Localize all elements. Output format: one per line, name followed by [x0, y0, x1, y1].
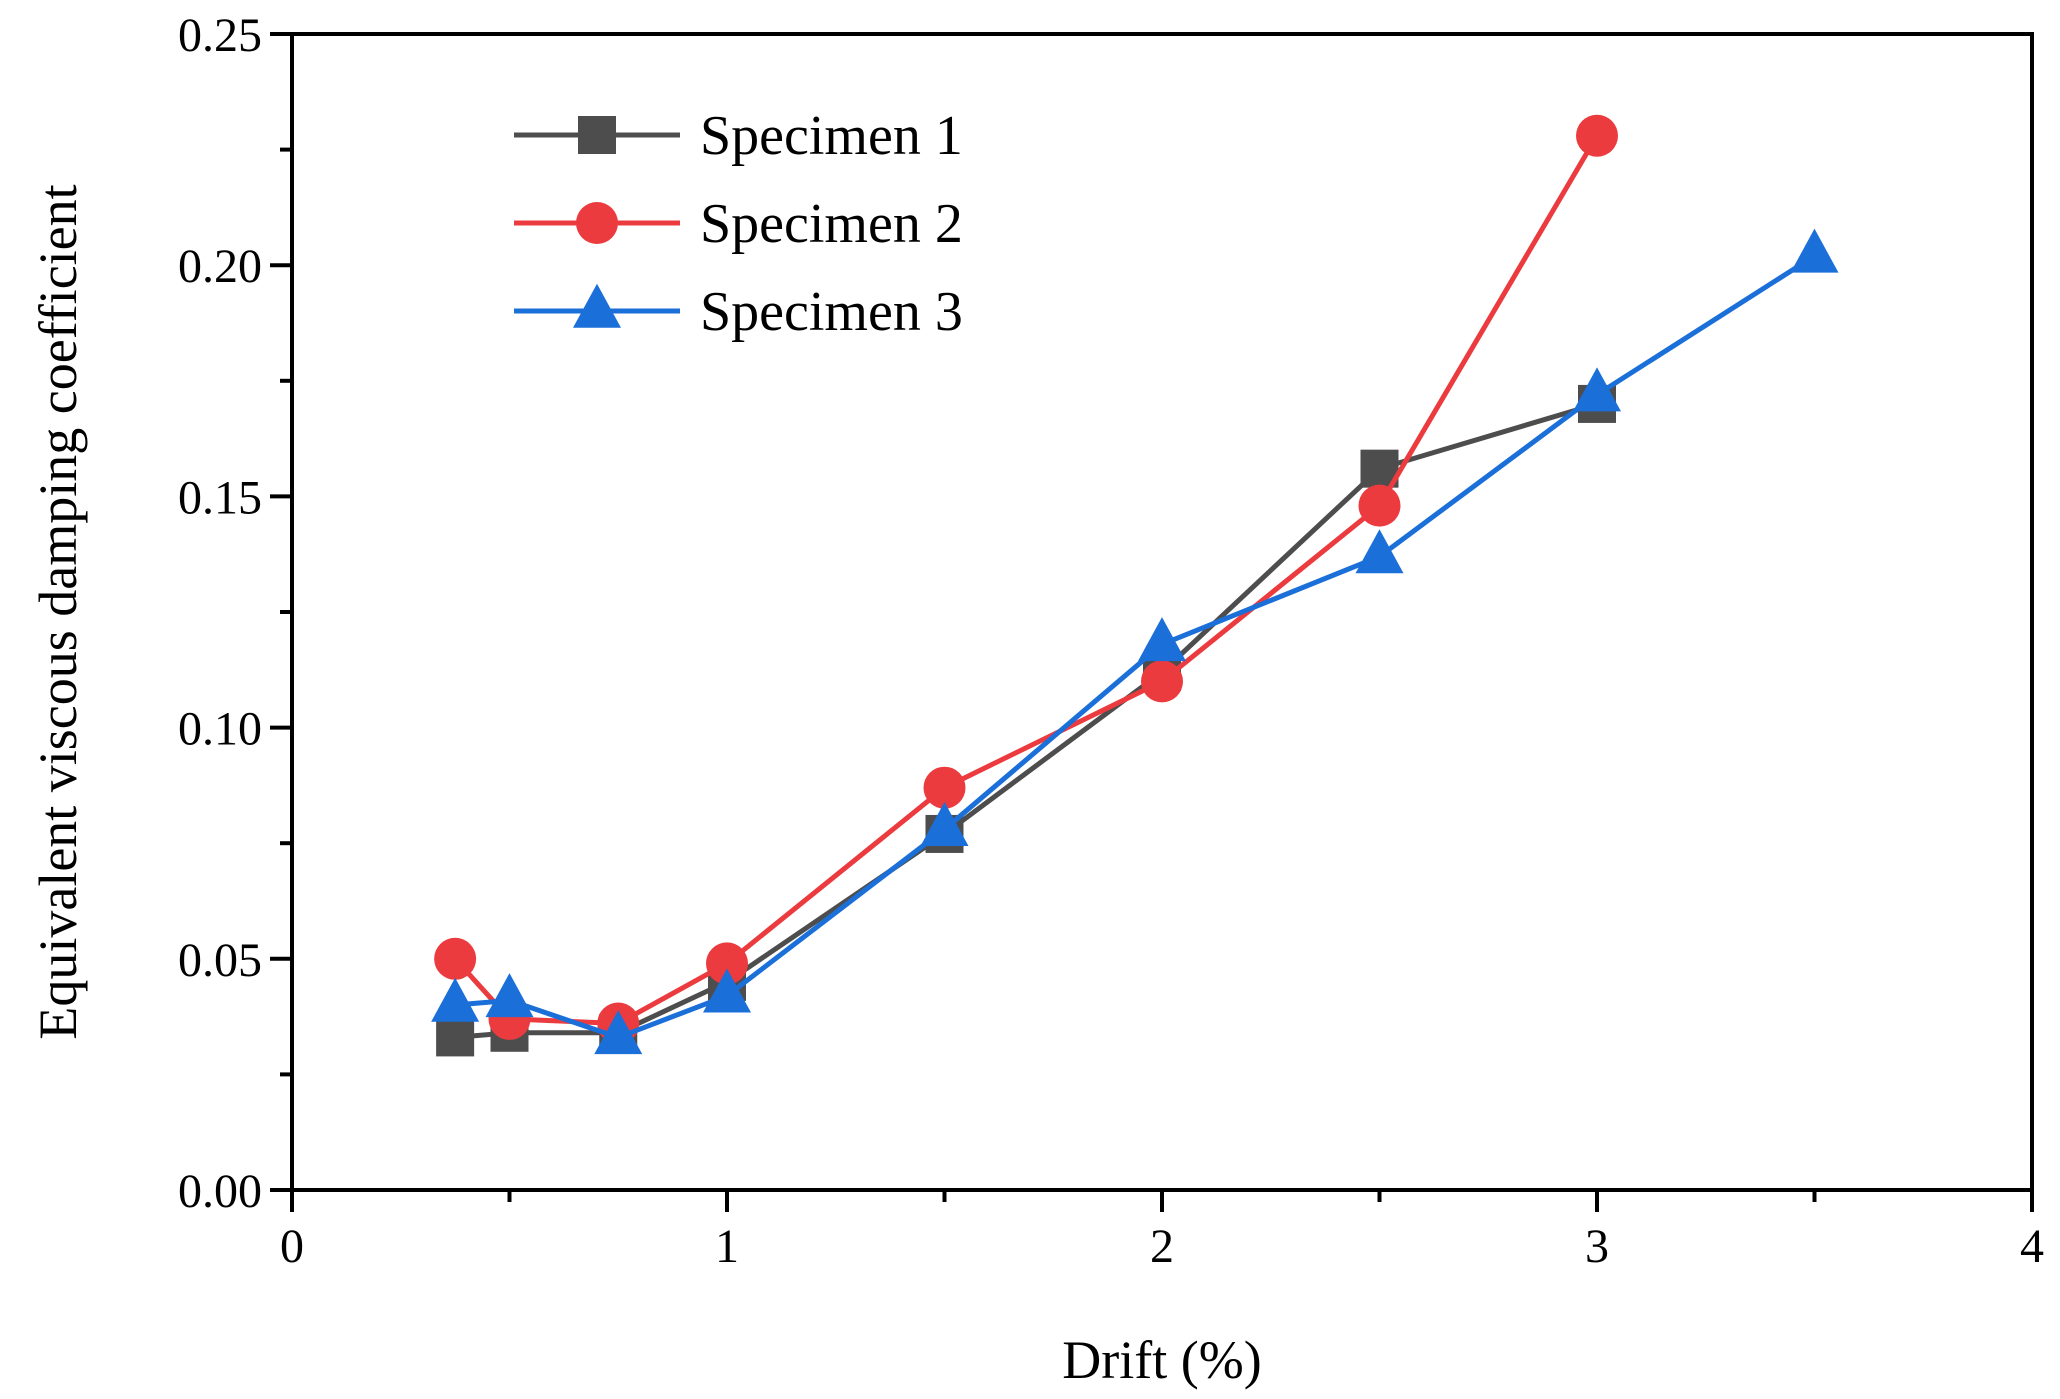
data-point — [703, 968, 751, 1013]
data-point — [1138, 617, 1186, 662]
legend-label: Specimen 3 — [700, 281, 963, 343]
series-2 — [434, 114, 1618, 1045]
series-line — [453, 134, 1600, 1027]
data-point — [1573, 367, 1621, 412]
legend-marker — [578, 116, 616, 154]
data-point — [434, 937, 477, 980]
x-tick-label: 3 — [1585, 1220, 1609, 1273]
data-point — [485, 973, 534, 1018]
data-point — [1355, 529, 1404, 574]
x-tick-label: 1 — [715, 1220, 739, 1273]
tick-labels: 0 1 2 3 4 0.00 0.05 0.10 0.15 0.20 0.25 — [178, 9, 2044, 1273]
series-1 — [436, 384, 1616, 1057]
data-point — [594, 1010, 643, 1055]
legend-marker — [576, 202, 618, 244]
data-point — [1358, 484, 1401, 527]
y-tick-label: 0.00 — [178, 1165, 262, 1218]
legend-marker — [573, 283, 621, 328]
series-line — [454, 401, 1598, 1040]
legend-item: Specimen 3 — [514, 281, 963, 343]
x-tick-label: 2 — [1150, 1220, 1174, 1273]
y-tick-label: 0.15 — [178, 471, 262, 524]
data-point — [1576, 114, 1618, 157]
y-tick-label: 0.20 — [178, 240, 262, 293]
data-point — [1790, 228, 1839, 273]
legend-label: Specimen 2 — [700, 193, 963, 255]
legend-label: Specimen 1 — [700, 105, 963, 167]
legend-item: Specimen 2 — [514, 193, 963, 255]
x-tick-label: 4 — [2020, 1220, 2044, 1273]
legend-item: Specimen 1 — [514, 105, 963, 167]
y-tick-label: 0.25 — [178, 9, 262, 62]
x-tick-label: 0 — [280, 1220, 304, 1273]
data-point — [436, 1018, 475, 1057]
series-line — [454, 253, 1816, 1040]
y-tick-label: 0.10 — [178, 703, 262, 756]
series-3 — [431, 228, 1839, 1055]
x-axis-title: Drift (%) — [1062, 1330, 1261, 1390]
data-point — [920, 802, 969, 847]
data-point — [431, 977, 480, 1022]
axis-ticks — [270, 32, 2034, 1212]
legend: Specimen 1 Specimen 2 Specimen 3 — [514, 105, 963, 343]
y-axis-title: Equivalent viscous damping coefficient — [28, 184, 88, 1039]
data-point — [923, 766, 966, 809]
data-point — [1141, 660, 1183, 703]
data-point — [706, 942, 748, 985]
y-tick-label: 0.05 — [178, 934, 262, 987]
series-layer — [431, 114, 1839, 1057]
